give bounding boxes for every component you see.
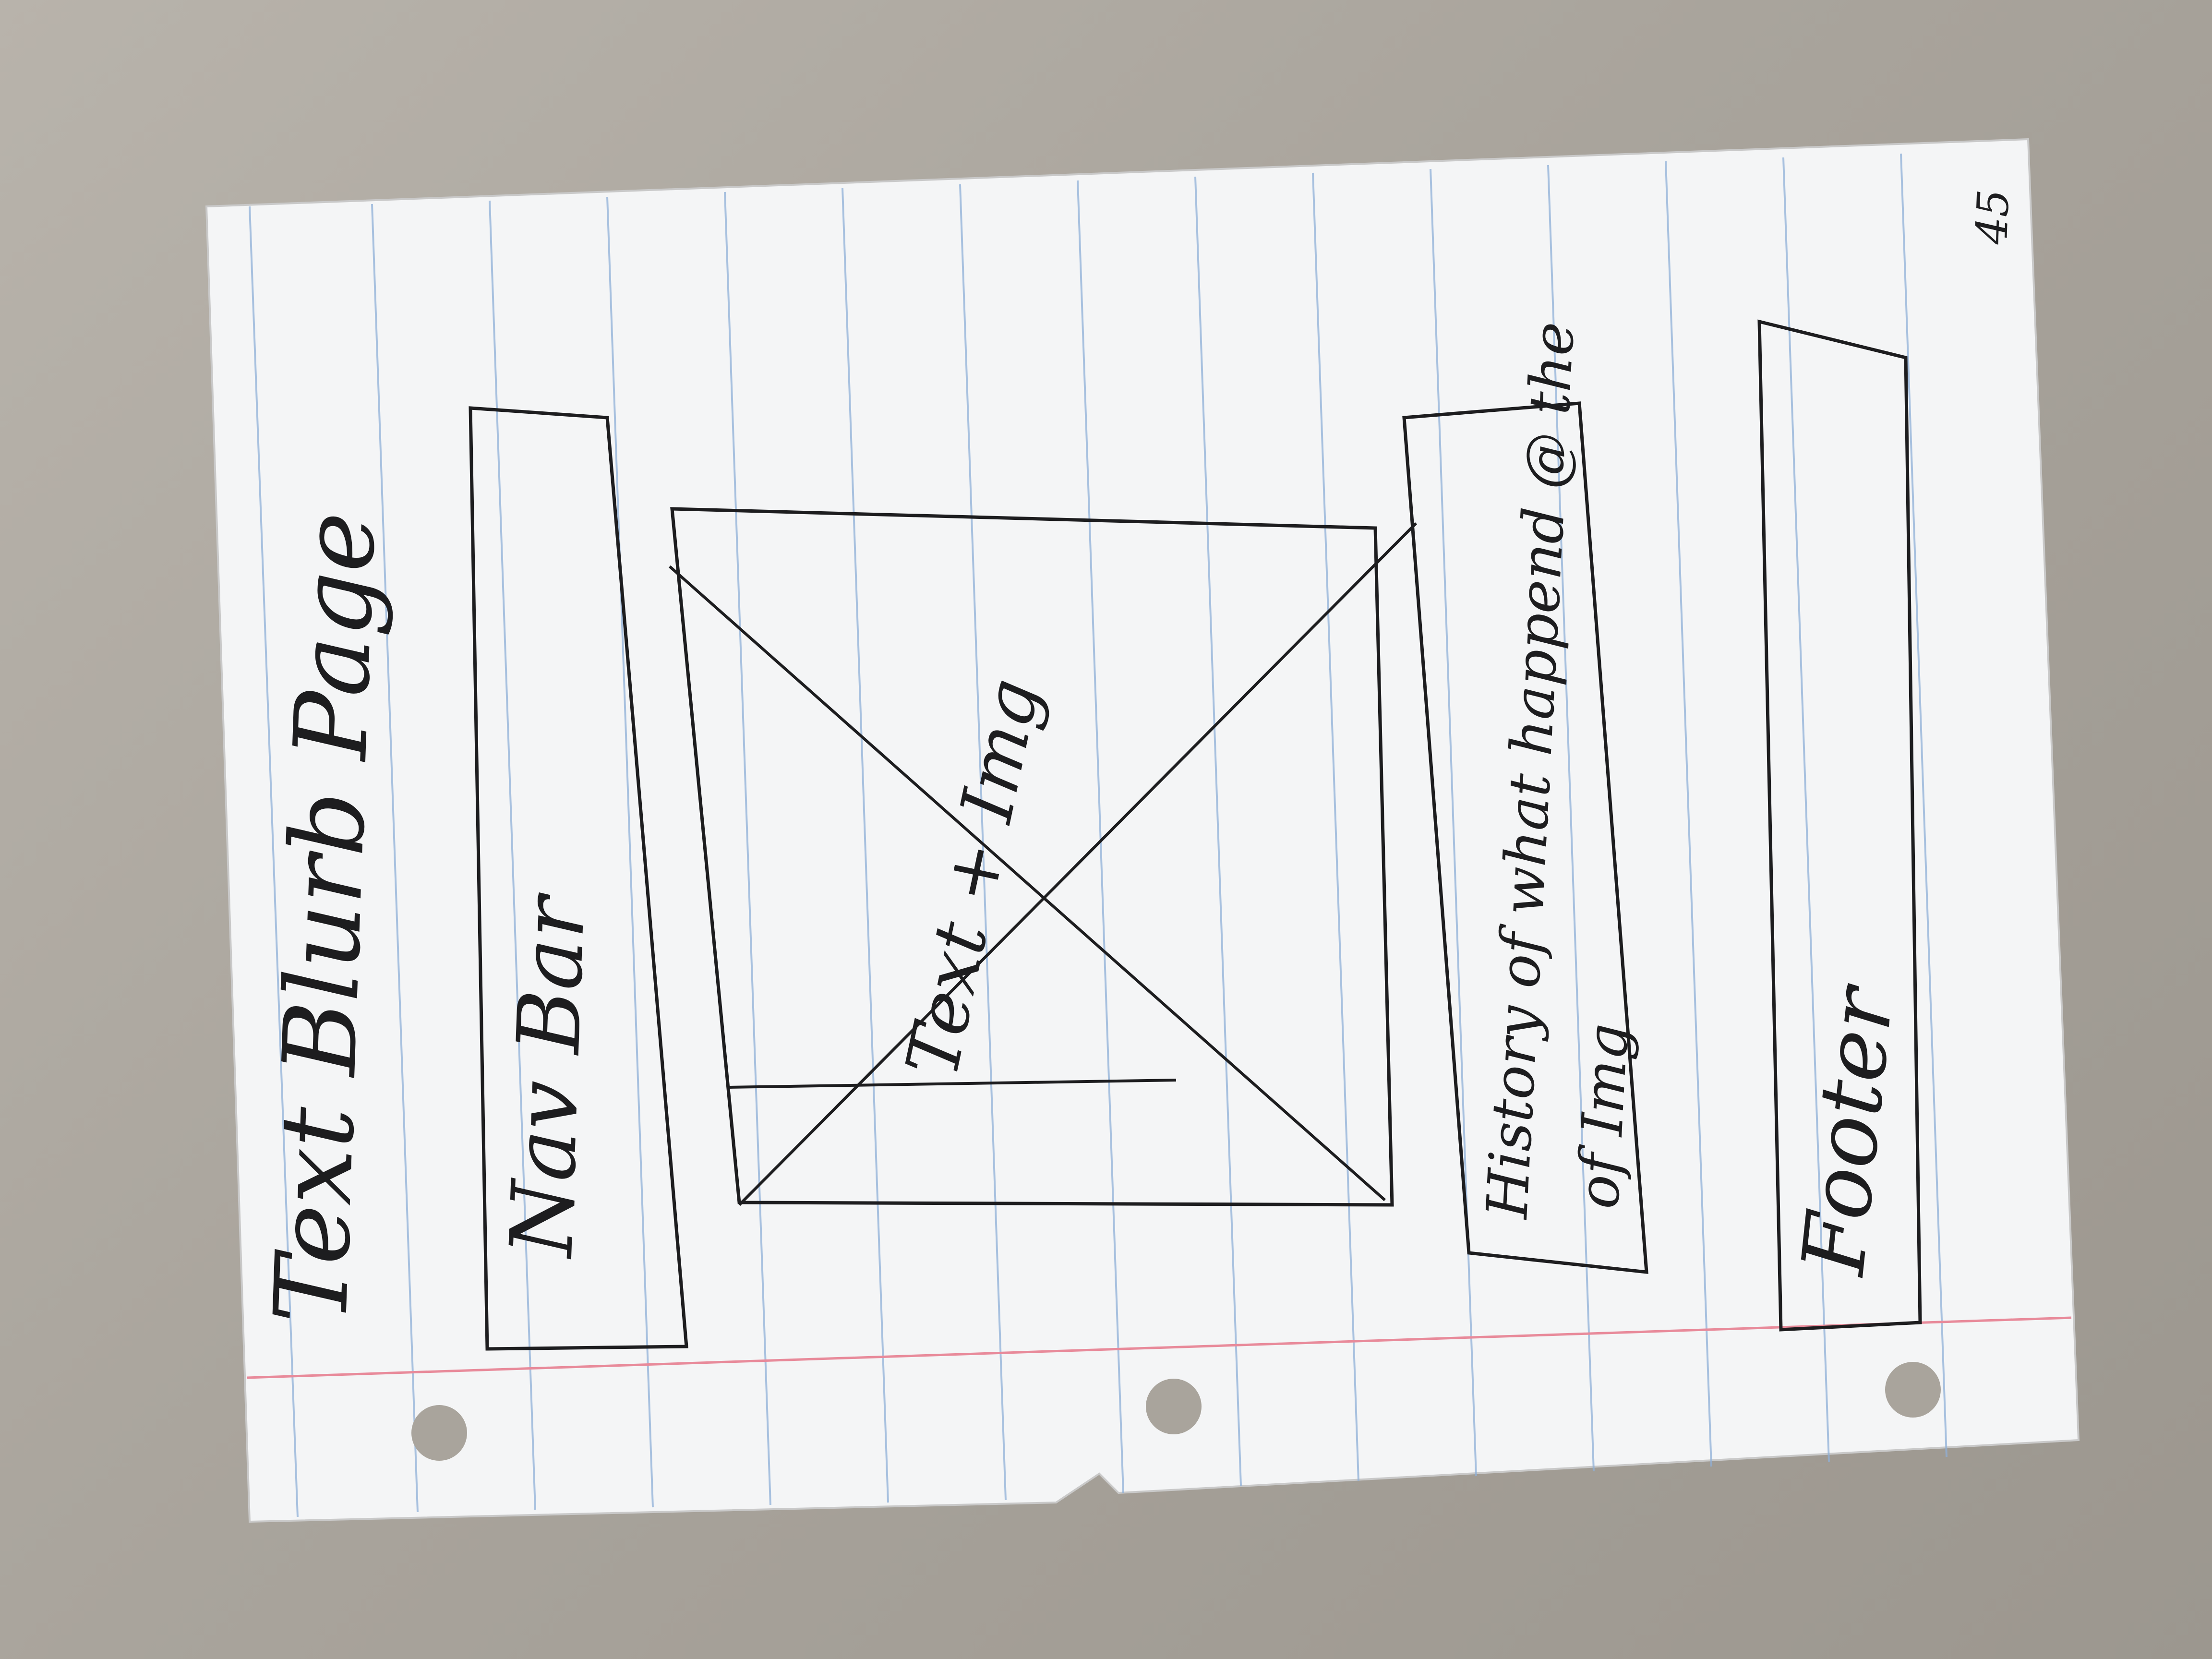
footer-box xyxy=(1757,319,1922,1332)
paper-sheet xyxy=(205,138,2080,1523)
page-title: Text Blurb Page xyxy=(252,510,398,1326)
image-caption-underline xyxy=(729,1079,1177,1089)
history-text-line2: of Img xyxy=(1565,1022,1641,1211)
margin-line xyxy=(247,1316,2072,1379)
page-number: 45 xyxy=(1967,189,2019,246)
image-placeholder xyxy=(669,507,1418,1207)
nav-bar-box xyxy=(469,406,688,1351)
punch-hole xyxy=(1885,1362,1941,1418)
nav-bar-label: Nav Bar xyxy=(492,891,604,1260)
punch-hole xyxy=(1146,1379,1202,1434)
history-text-box xyxy=(1402,401,1648,1274)
ruled-lines xyxy=(249,153,1948,1517)
punch-hole xyxy=(411,1405,467,1461)
